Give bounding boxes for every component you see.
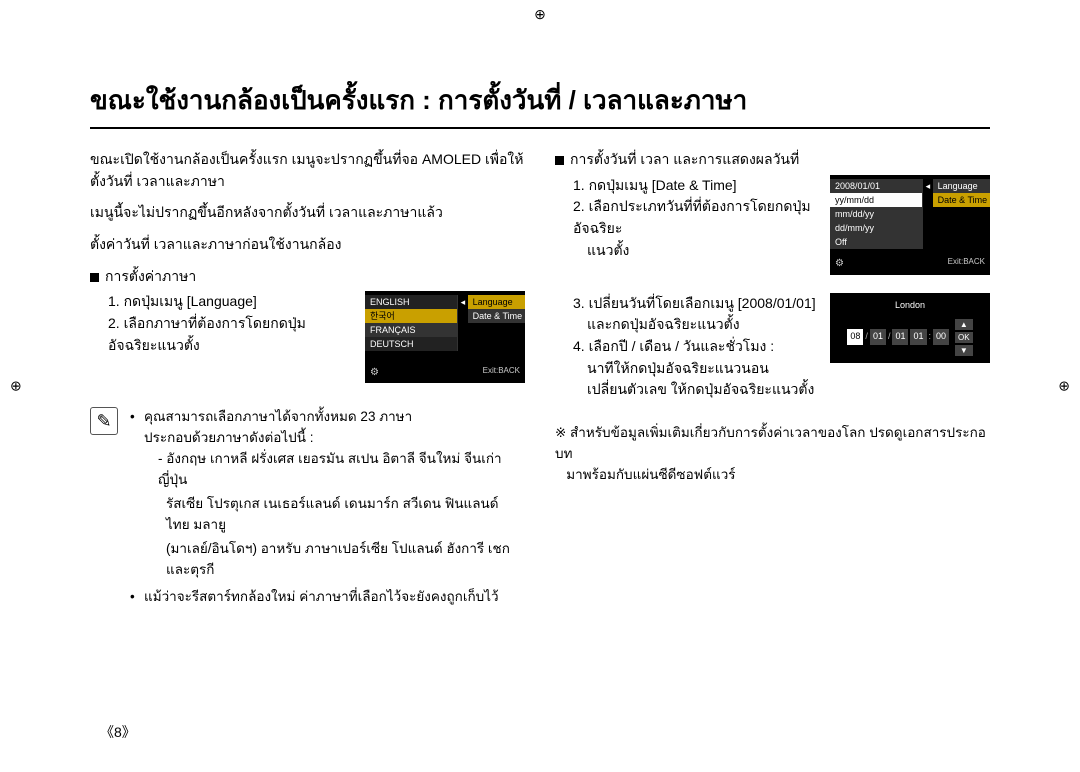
date-format-lcd-screen: 2008/01/01◂Language yy/mm/ddDate & Time … <box>830 175 990 275</box>
lang-heading: การตั้งค่าภาษา <box>90 266 525 288</box>
dt-heading: การตั้งวันที่ เวลา และการแสดงผลวันที่ <box>555 149 990 171</box>
note-box: ✎ คุณสามารถเลือกภาษาได้จากทั้งหมด 23 ภาษ… <box>90 407 525 613</box>
intro-p2: เมนูนี้จะไม่ปรากฏขึ้นอีกหลังจากตั้งวันที… <box>90 202 525 224</box>
intro-p3: ตั้งค่าวันที่ เวลาและภาษาก่อนใช้งานกล้อง <box>90 234 525 256</box>
gear-icon: ⚙ <box>370 365 379 381</box>
dt-step4c: เปลี่ยนตัวเลข ให้กดปุ่มอัจฉริยะแนวตั้ง <box>587 379 820 401</box>
registration-mark-right: ⊕ <box>1058 378 1070 395</box>
lang-step1: 1. กดปุ่มเมนู [Language] <box>108 291 355 313</box>
left-column: ขณะเปิดใช้งานกล้องเป็นครั้งแรก เมนูจะปรา… <box>90 149 525 614</box>
dt-step4b: นาทีให้กดปุ่มอัจฉริยะแนวนอน <box>587 358 820 380</box>
page-title: ขณะใช้งานกล้องเป็นครั้งแรก : การตั้งวันท… <box>90 80 990 129</box>
lang-step2: 2. เลือกภาษาที่ต้องการโดยกดปุ่มอัจฉริยะแ… <box>108 313 355 356</box>
gear-icon: ⚙ <box>835 256 844 272</box>
note-bullet1: คุณสามารถเลือกภาษาได้จากทั้งหมด 23 ภาษา … <box>130 407 525 580</box>
dt-steps12: 1. กดปุ่มเมนู [Date & Time] 2. เลือกประเ… <box>573 175 820 262</box>
date-edit-lcd-screen: London 08/ 01/ 01 01: 00 ▲ OK ▼ <box>830 293 990 363</box>
language-lcd-screen: ENGLISH◂Language 한국어Date & Time FRANÇAIS… <box>365 291 525 383</box>
dt-step3b: และกดปุ่มอัจฉริยะแนวตั้ง <box>587 314 820 336</box>
dt-step1: 1. กดปุ่มเมนู [Date & Time] <box>573 175 820 197</box>
note-bullet2: แม้ว่าจะรีสตาร์ทกล้องใหม่ ค่าภาษาที่เลือ… <box>130 587 525 608</box>
dt-step2a: 2. เลือกประเภทวันที่ที่ต้องการโดยกดปุ่มอ… <box>573 196 820 239</box>
footnote: ※ สำหรับข้อมูลเพิ่มเติมเกี่ยวกับการตั้งค… <box>555 423 990 486</box>
dt-step2b: แนวตั้ง <box>587 240 820 262</box>
note-icon: ✎ <box>90 407 118 435</box>
dt-step3a: 3. เปลี่ยนวันที่โดยเลือกเมนู [2008/01/01… <box>573 293 820 315</box>
bullet-square <box>90 273 99 282</box>
dt-step4a: 4. เลือกปี / เดือน / วันและชั่วโมง : <box>573 336 820 358</box>
lang-steps: 1. กดปุ่มเมนู [Language] 2. เลือกภาษาที่… <box>108 291 355 356</box>
intro-p1: ขณะเปิดใช้งานกล้องเป็นครั้งแรก เมนูจะปรา… <box>90 149 525 192</box>
bullet-square <box>555 156 564 165</box>
registration-mark-left: ⊕ <box>10 378 22 395</box>
content-columns: ขณะเปิดใช้งานกล้องเป็นครั้งแรก เมนูจะปรา… <box>90 149 990 614</box>
ok-label: OK <box>955 332 973 343</box>
down-arrow-icon: ▼ <box>955 345 973 356</box>
registration-mark-top: ⊕ <box>534 6 546 23</box>
up-arrow-icon: ▲ <box>955 319 973 330</box>
dt-steps34: 3. เปลี่ยนวันที่โดยเลือกเมนู [2008/01/01… <box>573 293 820 401</box>
right-column: การตั้งวันที่ เวลา และการแสดงผลวันที่ 1.… <box>555 149 990 614</box>
page-number: 《8》 <box>100 722 136 742</box>
